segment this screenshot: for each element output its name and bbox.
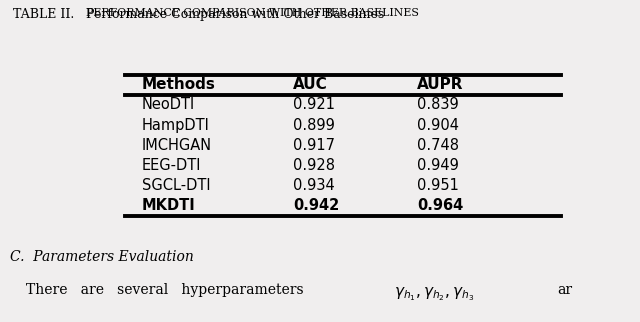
Text: 0.839: 0.839	[417, 97, 459, 112]
Text: AUC: AUC	[293, 77, 328, 92]
Text: C.  Parameters Evaluation: C. Parameters Evaluation	[10, 250, 193, 263]
Text: IMCHGAN: IMCHGAN	[142, 138, 212, 153]
Text: $\gamma_{h_1}, \gamma_{h_2}, \gamma_{h_3}$: $\gamma_{h_1}, \gamma_{h_2}, \gamma_{h_3…	[394, 285, 474, 303]
Text: EEG-DTI: EEG-DTI	[142, 158, 202, 173]
Text: 0.748: 0.748	[417, 138, 460, 153]
Text: 0.928: 0.928	[293, 158, 335, 173]
Text: 0.949: 0.949	[417, 158, 459, 173]
Text: Methods: Methods	[142, 77, 216, 92]
Text: There   are   several   hyperparameters: There are several hyperparameters	[26, 283, 303, 297]
Text: MKDTI: MKDTI	[142, 198, 196, 213]
Text: HampDTI: HampDTI	[142, 118, 210, 133]
Text: TABLE II.: TABLE II.	[13, 8, 74, 21]
Text: PERFORMANCE COMPARISON WITH OTHER BASELINES: PERFORMANCE COMPARISON WITH OTHER BASELI…	[86, 8, 419, 18]
Text: 0.917: 0.917	[293, 138, 335, 153]
Text: 0.904: 0.904	[417, 118, 460, 133]
Text: 0.921: 0.921	[293, 97, 335, 112]
Text: 0.942: 0.942	[293, 198, 340, 213]
Text: SGCL-DTI: SGCL-DTI	[142, 178, 211, 193]
Text: 0.951: 0.951	[417, 178, 459, 193]
Text: 0.964: 0.964	[417, 198, 463, 213]
Text: 0.934: 0.934	[293, 178, 335, 193]
Text: Performance Comparison with Other Baselines: Performance Comparison with Other Baseli…	[86, 8, 385, 21]
Text: NeoDTI: NeoDTI	[142, 97, 195, 112]
Text: ar: ar	[557, 283, 572, 297]
Text: 0.899: 0.899	[293, 118, 335, 133]
Text: AUPR: AUPR	[417, 77, 464, 92]
